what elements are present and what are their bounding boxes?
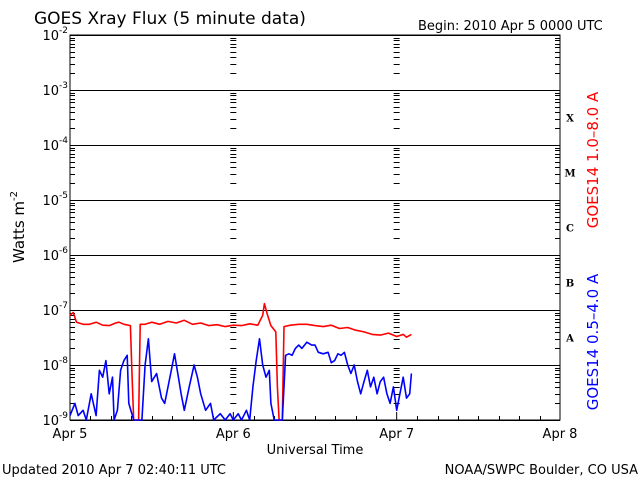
y-axis-label: Watts m-2 <box>9 191 28 263</box>
series-line-1 <box>69 338 413 421</box>
day-dash-column-2 <box>393 38 400 404</box>
y-tick-label-4: 10-6 <box>42 246 68 264</box>
y-axis-label-exp: -2 <box>9 191 20 201</box>
flare-class-labels: X M C B A <box>564 114 575 345</box>
flare-class-M: M <box>564 169 575 180</box>
y-tick-exponent: -7 <box>59 301 68 311</box>
y-tick-base: 10 <box>42 304 59 319</box>
x-tick-label-3: Apr 8 <box>543 427 578 442</box>
y-tick-base: 10 <box>42 29 59 44</box>
y-tick-exponent: -8 <box>59 356 68 366</box>
y-tick-label-0: 10-2 <box>42 26 68 44</box>
y-tick-base: 10 <box>42 359 59 374</box>
y-tick-exponent: -5 <box>59 191 68 201</box>
y-tick-label-1: 10-3 <box>42 81 68 99</box>
gridlines <box>70 35 560 421</box>
y-tick-base: 10 <box>42 139 59 154</box>
begin-label: Begin: 2010 Apr 5 0000 UTC <box>418 19 603 34</box>
flare-class-C: C <box>566 224 574 235</box>
updated-timestamp: Updated 2010 Apr 7 02:40:11 UTC <box>2 463 226 478</box>
x-tick-label-0: Apr 5 <box>53 427 88 442</box>
y-tick-base: 10 <box>42 414 59 429</box>
plot-area <box>69 34 561 421</box>
series-line-0 <box>69 302 412 421</box>
y-tick-label-2: 10-4 <box>42 136 68 154</box>
legend-red-series: GOES14 1.0–8.0 A <box>584 91 602 228</box>
y-tick-label-3: 10-5 <box>42 191 68 209</box>
y-tick-exponent: -2 <box>59 26 68 36</box>
y-tick-exponent: -6 <box>59 246 68 256</box>
x-tick-label-1: Apr 6 <box>216 427 251 442</box>
day-dash-column-1 <box>230 38 237 404</box>
y-tick-base: 10 <box>42 249 59 264</box>
flare-class-A: A <box>565 334 574 345</box>
chart-title: GOES Xray Flux (5 minute data) <box>34 9 306 29</box>
x-axis-label: Universal Time <box>267 443 364 458</box>
y-tick-exponent: -4 <box>59 136 68 146</box>
x-tick-label-2: Apr 7 <box>379 427 414 442</box>
flare-class-X: X <box>566 114 574 125</box>
legend-blue-series: GOES14 0.5–4.0 A <box>584 273 602 410</box>
series-lines <box>69 302 413 421</box>
y-axis-ticks: 10-210-310-410-510-610-710-810-9 <box>42 26 560 429</box>
data-source: NOAA/SWPC Boulder, CO USA <box>445 463 638 478</box>
y-tick-label-6: 10-8 <box>42 356 68 374</box>
y-tick-label-5: 10-7 <box>42 301 68 319</box>
y-tick-base: 10 <box>42 194 59 209</box>
day-dash-marks <box>230 38 400 404</box>
y-tick-base: 10 <box>42 84 59 99</box>
x-axis-ticks: Apr 5 Apr 6 Apr 7 Apr 8 <box>53 412 578 442</box>
y-axis-label-base: Watts m <box>10 201 28 263</box>
y-tick-exponent: -9 <box>59 411 68 421</box>
y-tick-exponent: -3 <box>59 81 68 91</box>
flare-class-B: B <box>566 279 574 290</box>
y-tick-label-7: 10-9 <box>42 411 68 429</box>
